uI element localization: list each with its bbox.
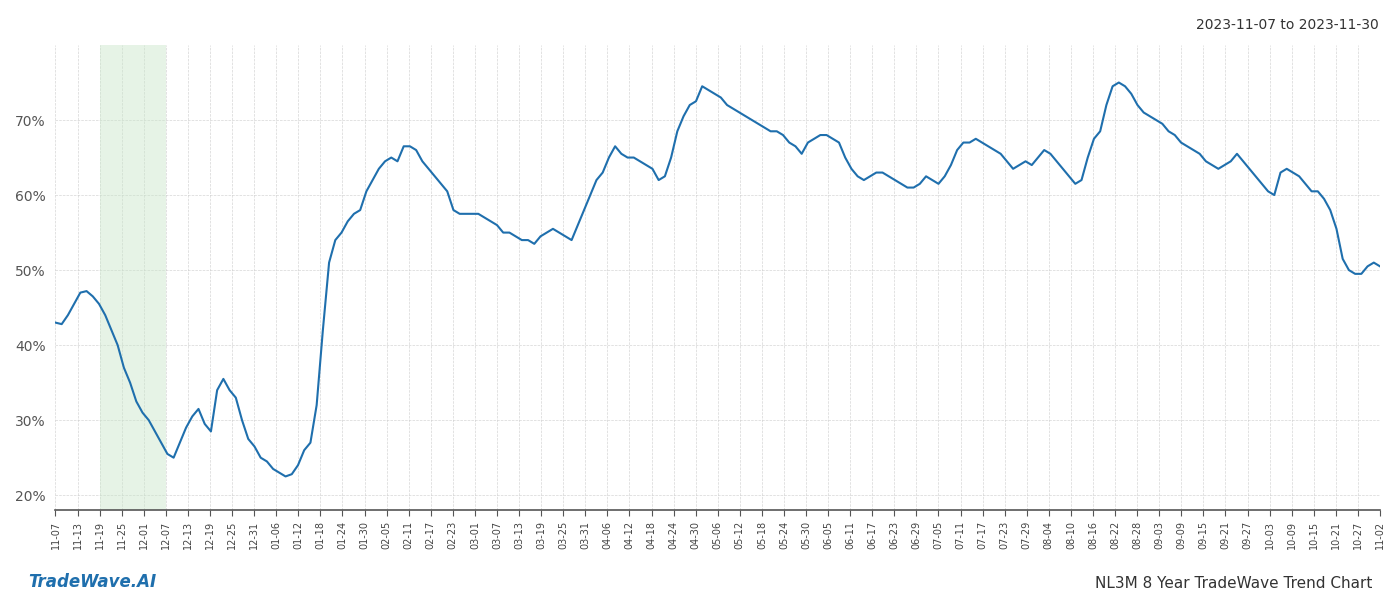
Bar [99,45,165,510]
Text: NL3M 8 Year TradeWave Trend Chart: NL3M 8 Year TradeWave Trend Chart [1095,576,1372,591]
Text: TradeWave.AI: TradeWave.AI [28,573,157,591]
Text: 2023-11-07 to 2023-11-30: 2023-11-07 to 2023-11-30 [1196,18,1379,32]
